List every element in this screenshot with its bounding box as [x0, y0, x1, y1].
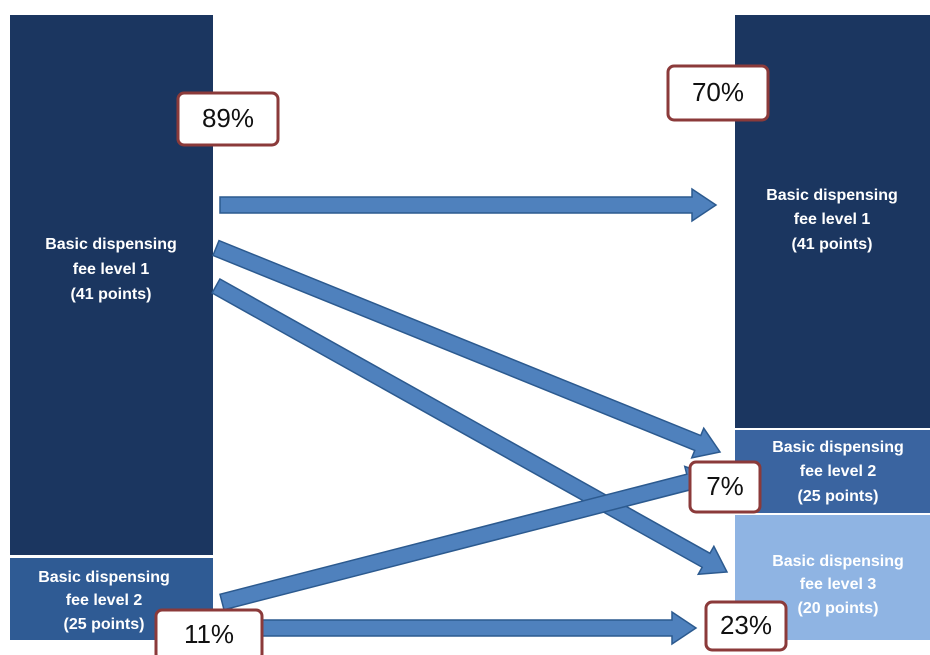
box-label: Basic dispensing: [766, 187, 898, 204]
box-label: Basic dispensing: [772, 553, 904, 570]
percent-label: 89%: [202, 103, 254, 133]
arrow: [219, 187, 718, 223]
percent-label: 70%: [692, 77, 744, 107]
box-label: (41 points): [792, 236, 873, 253]
box-label: Basic dispensing: [38, 569, 170, 586]
box-label: fee level 2: [800, 463, 877, 480]
percent-label: 11%: [184, 619, 234, 649]
percent-box: [666, 64, 770, 122]
box-label: (20 points): [798, 600, 879, 617]
box-label: fee level 1: [73, 261, 150, 278]
percent-label: 7%: [706, 471, 744, 501]
percent-box: [154, 608, 264, 655]
box-label: fee level 2: [66, 592, 143, 609]
percent-box: [688, 460, 762, 514]
percent-box: [704, 600, 788, 652]
percent-label: 23%: [720, 610, 772, 640]
box-label: (41 points): [71, 286, 152, 303]
box-label: fee level 1: [794, 211, 871, 228]
arrows: [211, 187, 729, 646]
box-label: Basic dispensing: [772, 439, 904, 456]
percent-box: [176, 91, 280, 147]
texts: Basic dispensing fee level 1 (41 points) Ba…: [38, 64, 904, 655]
arrow: [219, 465, 714, 611]
arrow: [212, 239, 722, 459]
arrow: [239, 610, 698, 646]
box-label: (25 points): [798, 488, 879, 505]
right-box-level-2: [735, 430, 930, 513]
box-label: (25 points): [64, 616, 145, 633]
box-label: Basic dispensing: [45, 236, 177, 253]
box-label: fee level 3: [800, 576, 877, 593]
